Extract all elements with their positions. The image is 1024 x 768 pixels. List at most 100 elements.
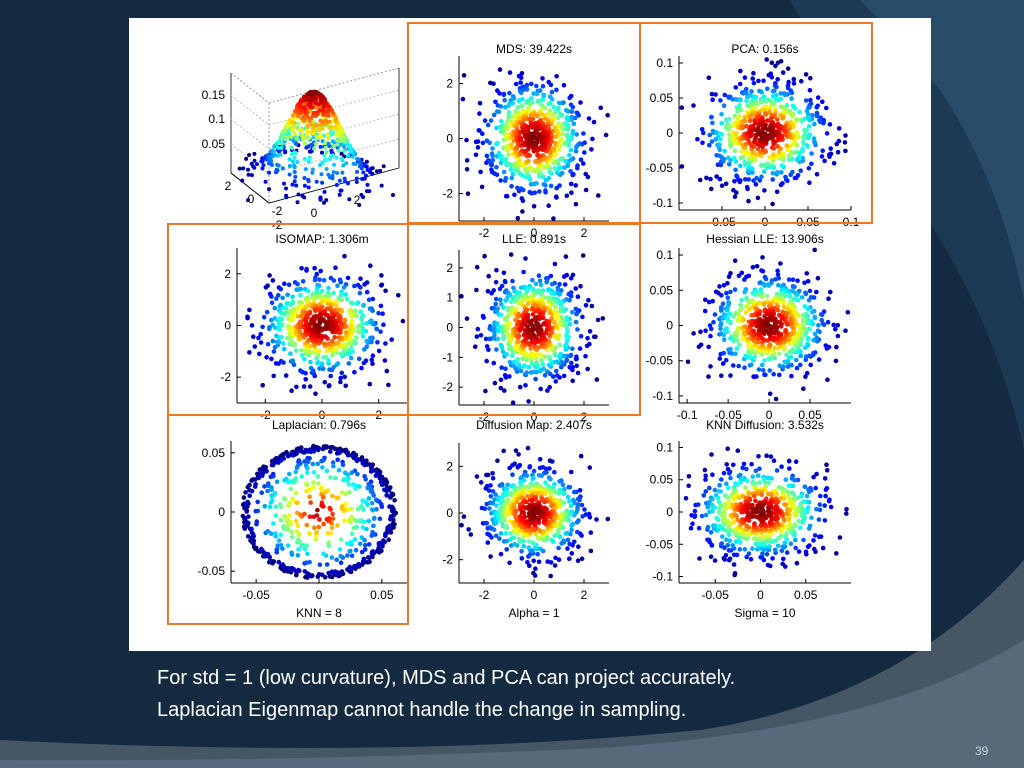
data-point (806, 124, 812, 129)
y-tick-label: 0.05 (650, 91, 674, 105)
data-point (274, 296, 279, 301)
data-point (294, 348, 299, 353)
data-point (552, 140, 558, 146)
data-point (381, 322, 386, 328)
data-point (708, 176, 713, 182)
data-point (554, 316, 559, 322)
data-point (339, 569, 345, 574)
data-point (333, 475, 338, 481)
data-point (744, 90, 749, 96)
data-point (294, 183, 299, 188)
data-point (359, 549, 365, 555)
data-point (320, 160, 325, 165)
data-point (297, 128, 301, 132)
data-point (326, 104, 331, 109)
data-point (562, 282, 568, 287)
data-point (531, 91, 536, 96)
data-point (508, 345, 514, 351)
data-point (305, 449, 310, 454)
data-point (256, 335, 261, 341)
data-point (483, 388, 488, 394)
grid-line (230, 72, 270, 104)
data-point (500, 494, 506, 499)
data-point (281, 524, 286, 529)
data-point (302, 135, 307, 140)
data-point (564, 333, 569, 339)
data-point (559, 314, 564, 320)
data-point (375, 340, 380, 345)
data-point (308, 365, 314, 371)
data-point (289, 134, 294, 139)
data-point (348, 355, 354, 361)
data-point (746, 160, 751, 165)
data-point (313, 391, 318, 397)
data-point (736, 325, 741, 331)
data-point (803, 374, 808, 380)
data-point (817, 117, 822, 123)
x-tick-label: -2 (479, 226, 490, 240)
data-point (263, 285, 269, 290)
data-point (376, 310, 381, 316)
data-point (775, 60, 781, 66)
data-point (503, 279, 508, 285)
data-point (343, 330, 349, 335)
data-point (814, 289, 819, 295)
data-point (784, 143, 790, 148)
data-point (337, 178, 342, 183)
data-point (530, 125, 535, 130)
data-point (339, 297, 344, 303)
data-point (374, 497, 379, 503)
data-point (294, 136, 299, 141)
data-point (278, 543, 284, 548)
data-point (321, 521, 326, 527)
data-point (501, 169, 507, 175)
data-point (520, 97, 525, 102)
data-point (563, 531, 569, 536)
data-point (352, 537, 358, 542)
data-point (733, 351, 738, 357)
data-point (803, 72, 809, 77)
data-point (325, 132, 330, 137)
data-point (577, 488, 583, 493)
data-point (349, 318, 355, 324)
data-point (743, 141, 749, 147)
data-point (279, 322, 285, 327)
data-point (495, 458, 500, 464)
data-point (507, 320, 512, 326)
data-point (491, 288, 497, 293)
data-point (338, 375, 343, 381)
data-point (775, 117, 780, 122)
data-point (814, 105, 819, 110)
data-point (833, 326, 838, 332)
data-point (314, 271, 320, 277)
data-point (507, 374, 512, 379)
data-point (328, 373, 333, 379)
y-tick-label: 2 (225, 179, 232, 193)
data-point (252, 344, 258, 349)
data-point (365, 485, 370, 491)
data-point (719, 293, 724, 298)
data-point (284, 524, 290, 529)
data-point (320, 126, 325, 131)
data-point (307, 494, 312, 500)
data-point (573, 286, 578, 291)
data-point (331, 463, 336, 469)
data-point (762, 283, 767, 288)
data-point (364, 159, 369, 164)
data-point (345, 275, 351, 281)
data-point (790, 347, 796, 352)
data-point (825, 377, 830, 383)
data-point (319, 172, 324, 177)
data-point (513, 81, 519, 87)
data-point (543, 480, 548, 486)
data-point (537, 465, 543, 471)
data-point (564, 116, 570, 121)
data-point (535, 551, 540, 557)
data-point (508, 299, 514, 305)
data-point (786, 277, 792, 282)
z-tick-label: 0.05 (202, 137, 226, 151)
data-point (798, 362, 803, 368)
data-point (490, 471, 495, 476)
data-point (579, 502, 585, 508)
data-point (771, 371, 776, 377)
